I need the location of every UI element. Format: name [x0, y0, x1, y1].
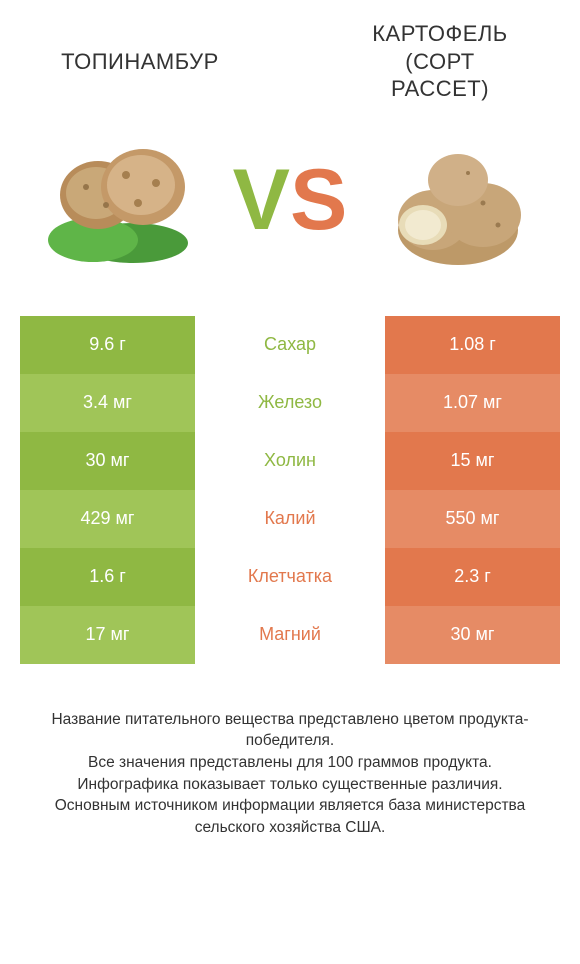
footer-line: Все значения представлены для 100 граммо…: [26, 752, 554, 774]
footer-note: Название питательного вещества представл…: [20, 709, 560, 839]
value-right: 1.07 мг: [385, 374, 560, 432]
value-right: 550 мг: [385, 490, 560, 548]
nutrient-label: Холин: [195, 432, 385, 490]
table-row: 17 мгМагний30 мг: [20, 606, 560, 664]
comparison-table: 9.6 гСахар1.08 г3.4 мгЖелезо1.07 мг30 мг…: [20, 316, 560, 664]
title-spacer: [260, 20, 320, 103]
footer-line: Название питательного вещества представл…: [26, 709, 554, 752]
table-row: 30 мгХолин15 мг: [20, 432, 560, 490]
vs-s: S: [290, 157, 347, 243]
vs-label: VS: [225, 157, 355, 243]
value-left: 30 мг: [20, 432, 195, 490]
value-left: 1.6 г: [20, 548, 195, 606]
value-right: 1.08 г: [385, 316, 560, 374]
food-left: [20, 125, 225, 275]
topinambur-icon: [38, 125, 208, 275]
footer-line: Инфографика показывает только существенн…: [26, 774, 554, 796]
food-right: [355, 125, 560, 275]
title-right: КАРТОФЕЛЬ (СОРТ РАССЕТ): [320, 20, 560, 103]
title-left: ТОПИНАМБУР: [20, 20, 260, 103]
value-right: 30 мг: [385, 606, 560, 664]
table-row: 9.6 гСахар1.08 г: [20, 316, 560, 374]
value-left: 429 мг: [20, 490, 195, 548]
hero-row: VS: [20, 113, 560, 288]
potato-icon: [373, 125, 543, 275]
value-right: 15 мг: [385, 432, 560, 490]
table-row: 1.6 гКлетчатка2.3 г: [20, 548, 560, 606]
title-row: ТОПИНАМБУР КАРТОФЕЛЬ (СОРТ РАССЕТ): [20, 20, 560, 103]
vs-v: V: [233, 157, 290, 243]
table-row: 3.4 мгЖелезо1.07 мг: [20, 374, 560, 432]
footer-line: Основным источником информации является …: [26, 795, 554, 838]
value-right: 2.3 г: [385, 548, 560, 606]
nutrient-label: Клетчатка: [195, 548, 385, 606]
value-left: 17 мг: [20, 606, 195, 664]
value-left: 3.4 мг: [20, 374, 195, 432]
table-row: 429 мгКалий550 мг: [20, 490, 560, 548]
nutrient-label: Калий: [195, 490, 385, 548]
infographic-root: ТОПИНАМБУР КАРТОФЕЛЬ (СОРТ РАССЕТ) VS: [0, 0, 580, 849]
nutrient-label: Железо: [195, 374, 385, 432]
nutrient-label: Сахар: [195, 316, 385, 374]
nutrient-label: Магний: [195, 606, 385, 664]
value-left: 9.6 г: [20, 316, 195, 374]
